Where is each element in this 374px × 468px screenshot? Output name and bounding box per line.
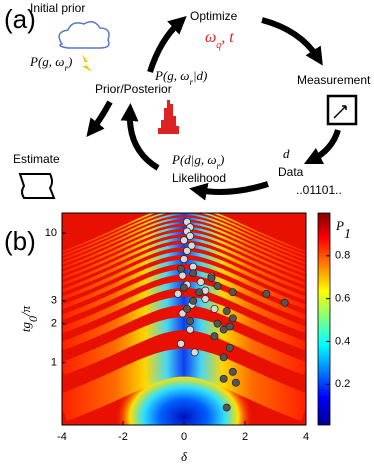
data-point: [190, 348, 199, 357]
x-tick-label: -4: [57, 431, 67, 443]
data: Data: [278, 165, 304, 179]
lightning-icon: [82, 54, 92, 72]
colorbar-label-part: P: [335, 218, 344, 233]
colorbar-tick-label: 0.8: [335, 250, 350, 262]
data-point: [195, 288, 204, 297]
colorbar-tick-label: 0.4: [335, 335, 350, 347]
heatmap-fringe: [62, 296, 306, 351]
data-point: [186, 232, 195, 240]
measurement: Measurement: [297, 73, 371, 87]
heatmap-fringe: [62, 213, 306, 253]
data-point: [180, 236, 188, 245]
data-point: [228, 314, 237, 323]
data-point: [228, 367, 237, 376]
heatmap-fringe: [62, 217, 306, 265]
data-point: [210, 332, 219, 341]
data-point: [222, 307, 231, 316]
data-point: [183, 246, 191, 255]
data-point: [280, 298, 289, 307]
colorbar-label: P1: [335, 218, 351, 242]
x-tick-label: 0: [181, 431, 187, 443]
y-axis-label: tg0/π: [18, 305, 40, 332]
data-point: [196, 277, 205, 286]
y-label-part: tg: [18, 322, 33, 333]
heatmap-fringe: [62, 348, 306, 421]
likelihood: Likelihood: [172, 171, 226, 185]
cycle-arrows: [86, 15, 341, 201]
panel-label: (a): [4, 4, 36, 34]
data-point: [222, 403, 231, 412]
optimize: Optimize: [190, 9, 238, 23]
heatmap-fringe: [62, 244, 306, 293]
heatmap-fringe: [62, 226, 306, 275]
data-point: [262, 289, 271, 298]
data-point: [207, 274, 216, 282]
bits: ..01101..: [296, 183, 342, 197]
likelihood-formula: P(d|g, ωr): [171, 152, 224, 171]
initial-prior: Initial prior: [30, 1, 85, 15]
data-point: [213, 319, 222, 328]
data-point: [189, 296, 198, 305]
prior-formula: P(g, ωr): [29, 54, 72, 73]
data-point: [173, 289, 182, 298]
data-point: [219, 374, 228, 383]
data-point: [228, 288, 237, 297]
data-point: [189, 269, 198, 278]
y-tick-label: 3: [51, 295, 57, 307]
histogram-icon: [158, 100, 179, 134]
data-point: [178, 271, 187, 280]
x-tick-label: 2: [242, 431, 248, 443]
data-point: [210, 304, 219, 313]
data-point: [180, 283, 188, 292]
heatmap-fringe: [62, 213, 306, 257]
colorbar-tick-label: 0.2: [335, 378, 350, 390]
data-point: [219, 325, 228, 334]
posterior-formula: P(g, ωr|d): [154, 68, 207, 87]
data-point: [189, 262, 198, 271]
colorbar: [317, 212, 331, 426]
data-point: [225, 343, 234, 352]
panel-label: (b): [4, 226, 36, 256]
x-tick-label: 4: [303, 431, 309, 443]
x-axis-label: δ: [181, 449, 188, 464]
data-point: [201, 295, 210, 303]
estimate: Estimate: [13, 152, 60, 166]
data-point: [213, 282, 222, 291]
estimate-icon: [18, 173, 56, 199]
optimize-params: ωq, t: [205, 29, 234, 51]
data-point: [176, 339, 185, 348]
y-label-part: /π: [18, 305, 33, 317]
data-point: [186, 325, 195, 334]
heatmap-fringe: [62, 213, 306, 261]
y-tick-label: 10: [45, 227, 57, 239]
data-point: [180, 255, 188, 264]
data-point: [176, 264, 185, 273]
data-point: [186, 316, 195, 325]
y-label-part: 0: [26, 316, 40, 322]
measurement-icon: [326, 94, 358, 126]
data-point: [183, 304, 191, 313]
colorbar-label-part: 1: [344, 227, 351, 242]
cloud-icon: [58, 21, 110, 49]
prior-posterior: Prior/Posterior: [95, 82, 172, 96]
x-tick-label: -2: [118, 431, 128, 443]
data-symbol: d: [283, 146, 290, 161]
y-tick-label: 1: [51, 357, 57, 369]
data-point: [219, 353, 228, 362]
data-point: [187, 241, 196, 250]
data-point: [231, 378, 240, 387]
heatmap-fringe: [62, 317, 306, 375]
y-tick-label: 2: [51, 318, 57, 330]
heatmap: [62, 213, 306, 425]
colorbar-tick-label: 0.6: [335, 293, 350, 305]
